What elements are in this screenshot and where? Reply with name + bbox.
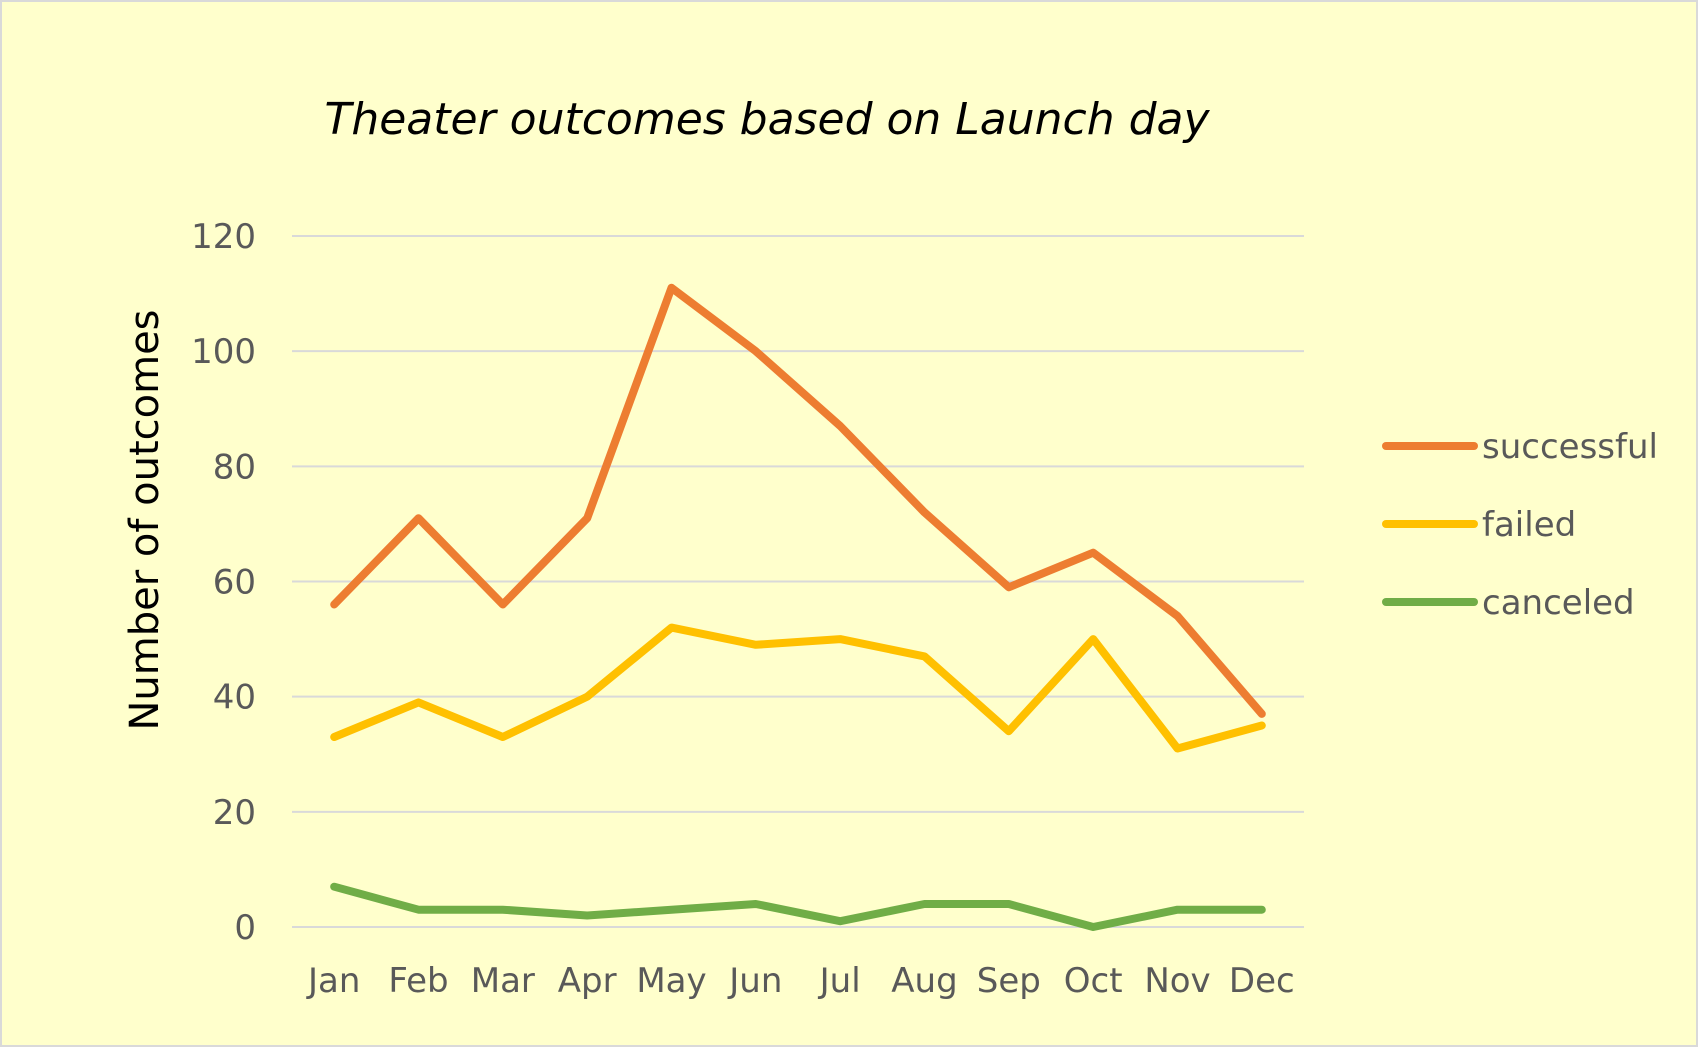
x-tick-label: Jan — [306, 961, 360, 1001]
y-axis-title: Number of outcomes — [122, 309, 168, 730]
x-tick-label: Jun — [727, 961, 782, 1001]
series-line-successful — [330, 283, 1266, 718]
x-tick-label: Feb — [388, 961, 448, 1001]
legend-label-failed: failed — [1482, 505, 1576, 545]
x-axis-ticks: Jan Feb Mar Apr May Jun Jul Aug Sep Oct Nov Dec — [306, 961, 1295, 1001]
x-tick-label: Sep — [977, 961, 1041, 1001]
y-tick-label: 80 — [213, 447, 256, 487]
series-line-failed — [330, 623, 1266, 753]
chart-title: Theater outcomes based on Launch day — [324, 94, 1210, 145]
y-tick-label: 40 — [213, 678, 256, 718]
legend-label-successful: successful — [1482, 427, 1658, 467]
y-tick-label: 120 — [191, 217, 256, 257]
gridlines — [292, 235, 1304, 928]
y-tick-label: 20 — [213, 793, 256, 833]
y-tick-label: 60 — [213, 563, 256, 603]
x-tick-label: Mar — [471, 961, 535, 1001]
y-tick-label: 0 — [234, 908, 256, 948]
x-tick-label: Dec — [1229, 961, 1295, 1001]
x-tick-label: Oct — [1064, 961, 1123, 1001]
x-tick-label: Aug — [891, 961, 957, 1001]
y-tick-label: 100 — [191, 332, 256, 372]
legend-label-canceled: canceled — [1482, 583, 1635, 623]
legend: successful failed canceled — [1382, 427, 1658, 623]
series-line-canceled — [330, 882, 1266, 931]
series-lines — [330, 283, 1266, 931]
x-tick-label: Jul — [818, 961, 861, 1001]
x-tick-label: May — [636, 961, 706, 1001]
y-axis-ticks: 0 20 40 60 80 100 120 — [191, 217, 256, 948]
x-tick-label: Apr — [558, 961, 617, 1001]
x-tick-label: Nov — [1144, 961, 1210, 1001]
